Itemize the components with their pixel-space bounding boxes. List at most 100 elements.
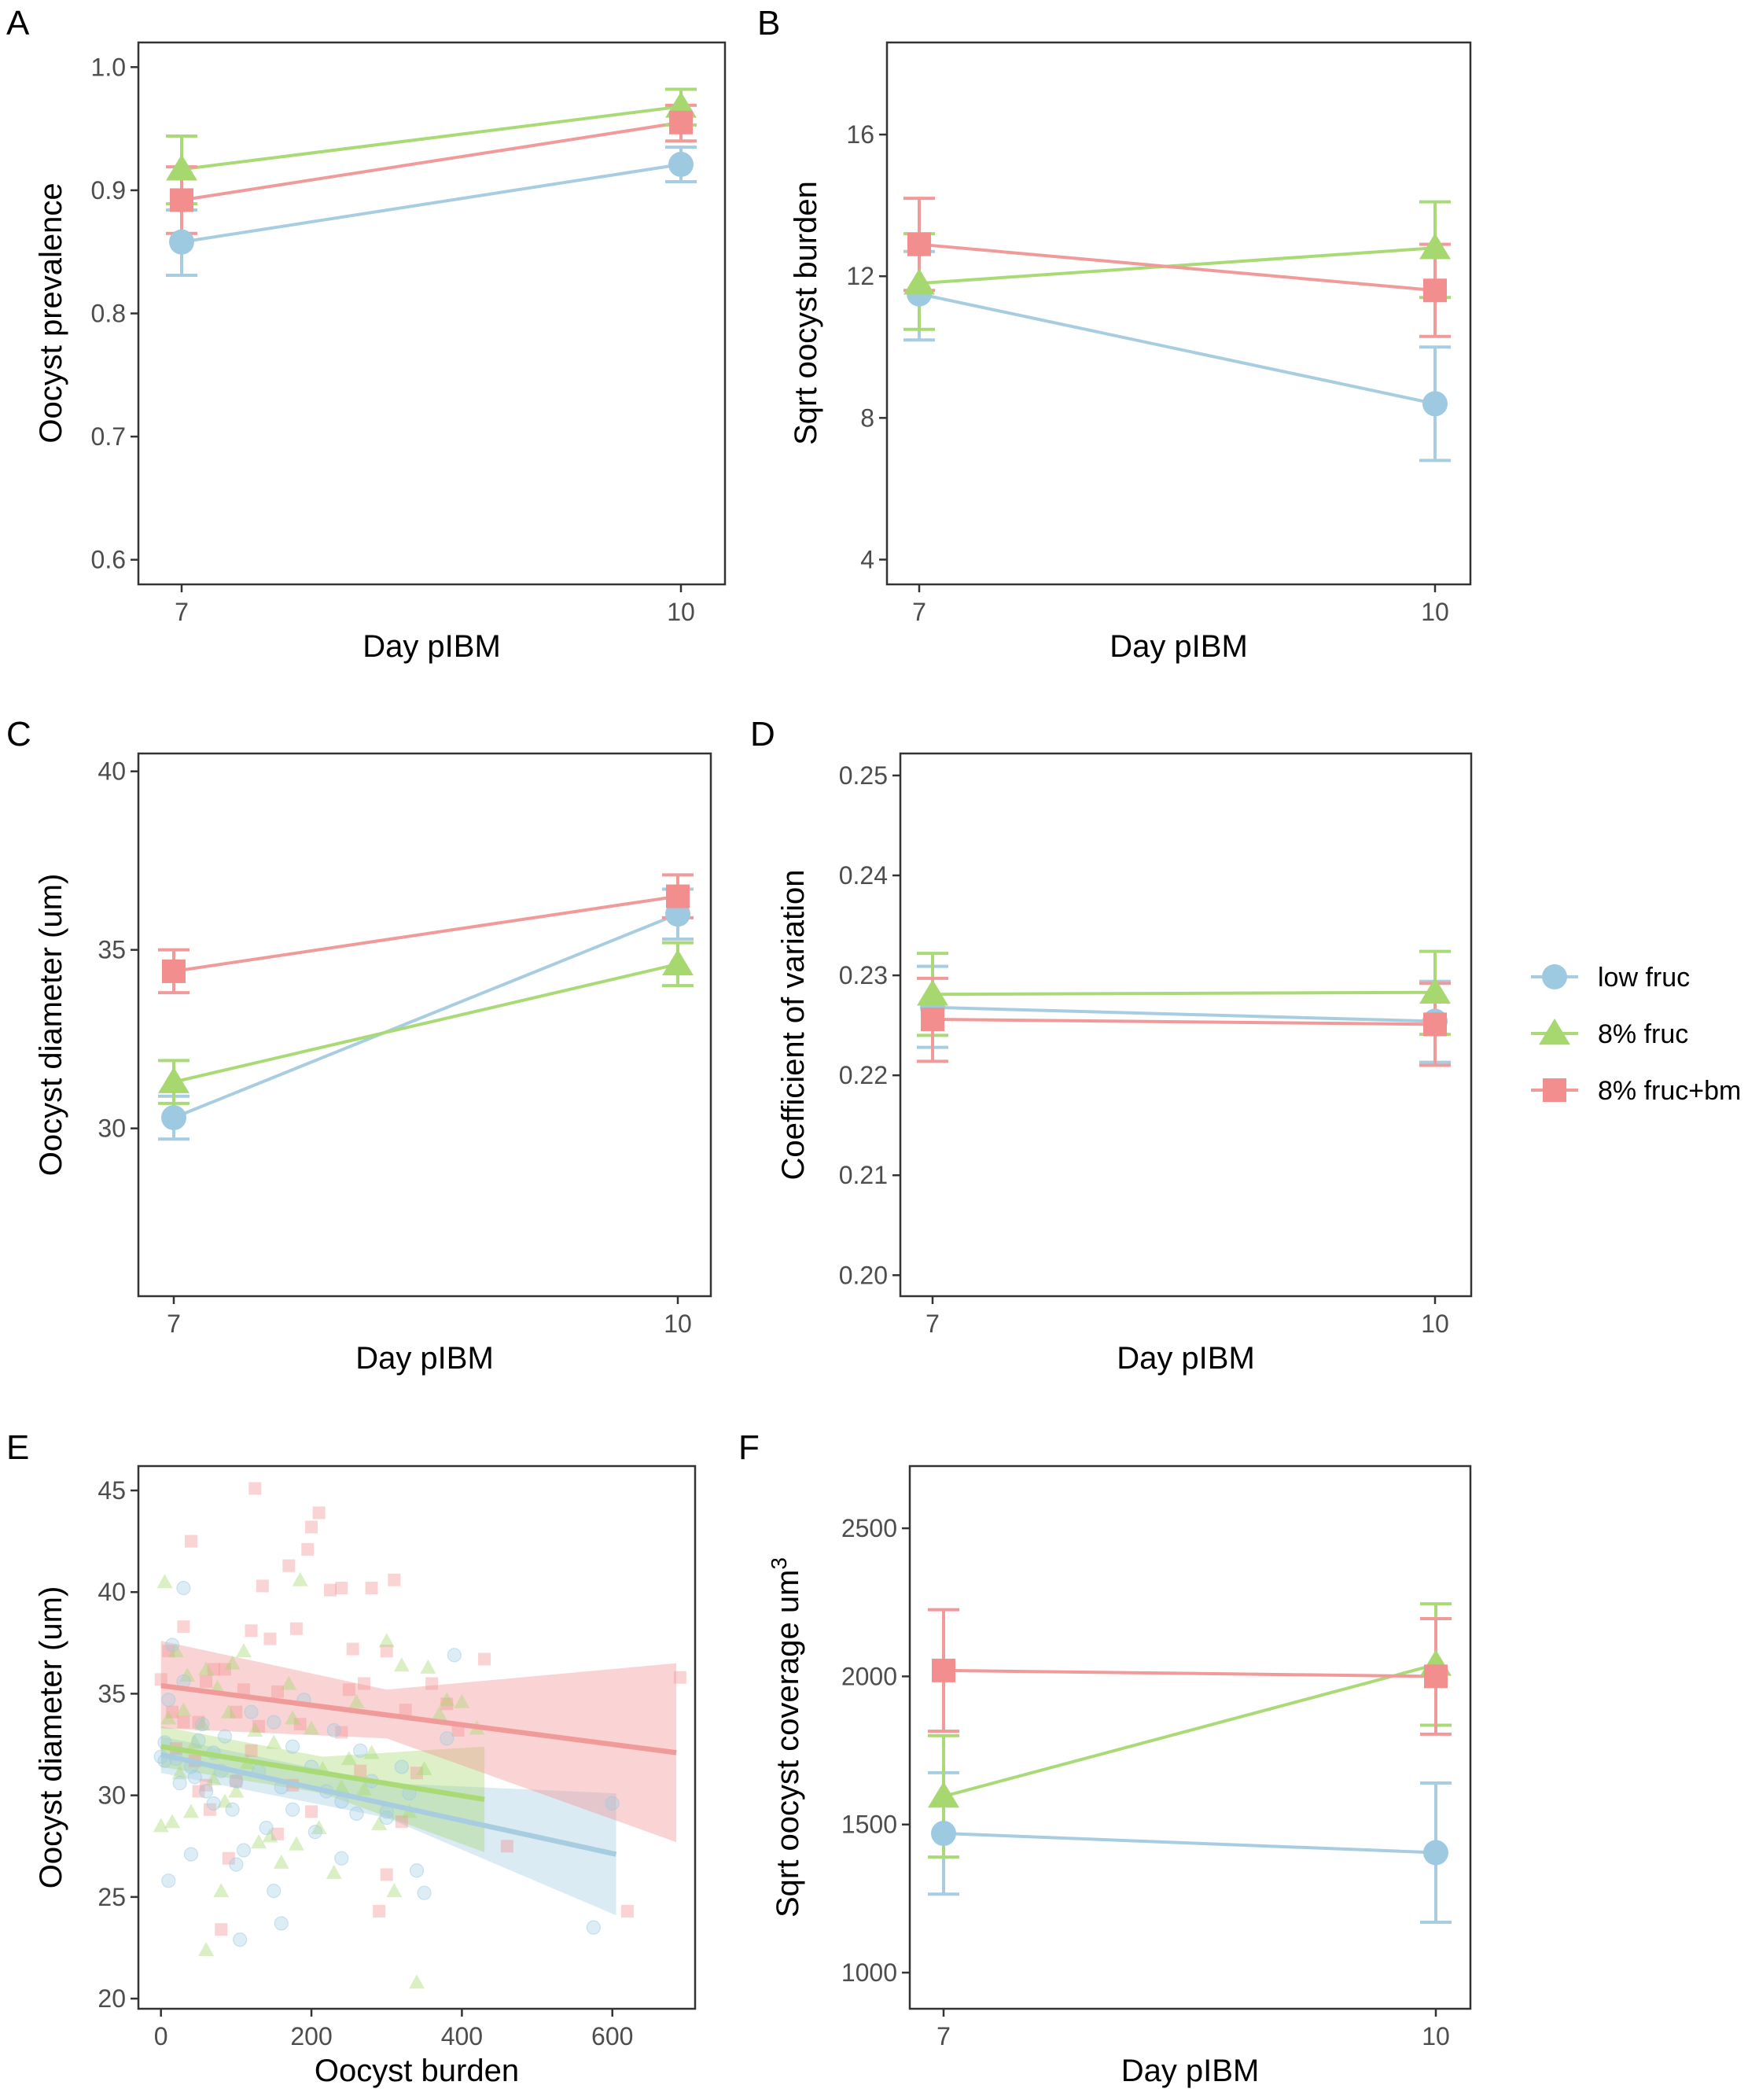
panel-letter-b: B bbox=[757, 4, 780, 42]
panel-a-ytick-label: 0.6 bbox=[91, 546, 126, 574]
panel-e-point-low-fruc bbox=[183, 1847, 199, 1862]
panel-e-point-low-fruc bbox=[447, 1648, 462, 1663]
panel-f: 1000 1500 2000 2500 7 10 Day pIBM Sqrt oocyst c… bbox=[767, 1464, 1472, 2088]
panel-e-point-low-fruc bbox=[605, 1796, 620, 1811]
panel-e-point-fruc8-bm bbox=[305, 1520, 318, 1534]
panel-e-point-fruc8-bm bbox=[335, 1582, 348, 1595]
panel-e-xtick-label: 400 bbox=[441, 2022, 483, 2050]
panel-e-point-fruc8-bm bbox=[395, 1815, 408, 1829]
panel-e-point-fruc8-bm bbox=[425, 1677, 439, 1690]
panel-e-point-low-fruc bbox=[195, 1717, 210, 1732]
panel-f-ylabel-superscript: 3 bbox=[767, 1557, 791, 1570]
panel-d-line-fruc8-bm bbox=[932, 1018, 1436, 1026]
panel-f-ytick-label: 2500 bbox=[841, 1514, 897, 1542]
panel-e-point-low-fruc bbox=[353, 1743, 368, 1758]
panel-e-point-fruc8 bbox=[288, 1836, 304, 1851]
panel-e-point-fruc8 bbox=[262, 1828, 278, 1843]
panel-e-point-low-fruc bbox=[379, 1810, 394, 1826]
panel-a-marker-fruc8 bbox=[166, 154, 197, 181]
panel-c-line-low-fruc bbox=[173, 912, 679, 1119]
panel-e-point-fruc8-bm bbox=[282, 1559, 296, 1572]
panel-e-point-low-fruc bbox=[236, 1843, 252, 1858]
panel-e-point-low-fruc bbox=[229, 1857, 244, 1872]
panel-d-line-low-fruc bbox=[932, 1005, 1436, 1023]
panel-e-point-fruc8 bbox=[156, 1574, 173, 1589]
panel-e-xtick-label: 200 bbox=[290, 2022, 332, 2050]
panel-d: 0.20 0.21 0.22 0.23 0.24 0.25 7 10 Day pIBM Coeff… bbox=[776, 752, 1473, 1376]
panel-b-marker-fruc8 bbox=[903, 268, 935, 295]
panel-e-point-fruc8 bbox=[304, 1720, 320, 1735]
panel-e-ytick-label: 20 bbox=[98, 1984, 126, 2013]
panel-e-point-fruc8 bbox=[371, 1815, 388, 1830]
panel-d-ytick-label: 0.21 bbox=[839, 1161, 888, 1189]
panel-e-point-fruc8 bbox=[348, 1693, 365, 1708]
panel-e-point-fruc8 bbox=[431, 1706, 447, 1721]
panel-a-frame bbox=[137, 41, 727, 586]
panel-e-point-low-fruc bbox=[440, 1731, 454, 1746]
panel-e-point-fruc8-bm bbox=[256, 1579, 269, 1593]
panel-d-xtick-label: 7 bbox=[925, 1310, 940, 1338]
panel-a-ytick-label: 1.0 bbox=[91, 53, 126, 81]
panel-e-point-fruc8-bm bbox=[200, 1778, 213, 1792]
panel-a-line-fruc8 bbox=[181, 105, 682, 171]
panel-d-ytick-label: 0.20 bbox=[839, 1261, 888, 1289]
panel-e-point-fruc8 bbox=[213, 1883, 230, 1898]
panel-e-point-fruc8-bm bbox=[200, 1674, 213, 1688]
panel-e-point-low-fruc bbox=[229, 1774, 244, 1789]
panel-e-point-fruc8-bm bbox=[305, 1805, 318, 1818]
panel-a-line-low-fruc bbox=[181, 163, 682, 244]
panel-f-ylabel: Sqrt oocyst coverage um3 bbox=[767, 1557, 806, 1918]
panel-e-point-fruc8 bbox=[273, 1854, 289, 1869]
panel-e-point-fruc8 bbox=[409, 1974, 425, 1989]
panel-e-point-fruc8-bm bbox=[399, 1704, 412, 1717]
panel-f-xtick-label: 10 bbox=[1422, 2022, 1450, 2050]
panel-e-point-fruc8-bm bbox=[219, 1663, 232, 1676]
panel-e-band-fruc8-bm bbox=[160, 1641, 677, 1843]
legend-marker-low-fruc bbox=[1542, 964, 1567, 989]
panel-d-xtick-label: 10 bbox=[1421, 1310, 1449, 1338]
panel-e-xtick-label: 600 bbox=[591, 2022, 633, 2050]
panel-b-xlabel: Day pIBM bbox=[1109, 629, 1248, 664]
panel-e-fit-fruc8 bbox=[160, 1744, 485, 1803]
panel-b-line-fruc8 bbox=[918, 246, 1436, 286]
panel-a-ytick-label: 0.9 bbox=[91, 176, 126, 204]
panel-c-line-fruc8 bbox=[173, 962, 679, 1084]
panel-c-ytick-label: 30 bbox=[98, 1114, 126, 1143]
panel-e-point-fruc8 bbox=[175, 1702, 192, 1717]
panel-f-marker-low-fruc bbox=[1423, 1840, 1448, 1866]
panel-e-point-fruc8 bbox=[340, 1751, 357, 1766]
panel-e-ytick-label: 25 bbox=[98, 1883, 126, 1911]
panel-d-xlabel: Day pIBM bbox=[1117, 1341, 1255, 1376]
panel-e-point-fruc8-bm bbox=[184, 1534, 197, 1548]
panel-e-point-low-fruc bbox=[225, 1802, 240, 1817]
panel-c-xtick-label: 7 bbox=[167, 1310, 181, 1338]
panel-e-point-fruc8 bbox=[198, 1942, 215, 1957]
panel-e-point-fruc8 bbox=[251, 1834, 267, 1849]
panel-e-point-low-fruc bbox=[217, 1729, 233, 1744]
panel-a-xtick-label: 10 bbox=[667, 598, 695, 626]
panel-e-point-low-fruc bbox=[233, 1932, 248, 1947]
panel-e-point-low-fruc bbox=[326, 1722, 341, 1738]
panel-e-point-fruc8 bbox=[420, 1659, 436, 1674]
panel-c-marker-fruc8 bbox=[158, 1067, 190, 1093]
panel-e-point-low-fruc bbox=[285, 1739, 300, 1754]
panel-e-point-fruc8-bm bbox=[380, 1868, 393, 1881]
panel-letter-e: E bbox=[6, 1428, 29, 1467]
panel-e-point-fruc8-bm bbox=[410, 1767, 423, 1780]
panel-e-point-low-fruc bbox=[191, 1733, 206, 1748]
panel-e-point-fruc8 bbox=[292, 1571, 308, 1586]
panel-e-point-fruc8 bbox=[356, 1781, 373, 1796]
panel-e-point-fruc8-bm bbox=[230, 1705, 243, 1719]
panel-e-point-fruc8 bbox=[281, 1675, 297, 1690]
panel-e-point-fruc8 bbox=[160, 1710, 177, 1725]
panel-d-marker-fruc8-bm bbox=[1423, 1012, 1447, 1037]
panel-e-point-fruc8-bm bbox=[154, 1673, 167, 1686]
panel-e-point-fruc8-bm bbox=[673, 1671, 686, 1684]
panel-e-point-fruc8-bm bbox=[293, 1718, 307, 1731]
panel-e-point-fruc8 bbox=[182, 1803, 199, 1818]
panel-e-point-fruc8 bbox=[194, 1716, 211, 1731]
legend-label-8pct-fruc-bm: 8% fruc+bm bbox=[1598, 1076, 1741, 1106]
panel-e-point-low-fruc bbox=[244, 1704, 259, 1719]
legend: low fruc 8% fruc 8% fruc+bm bbox=[1531, 963, 1741, 1106]
panel-b-ytick-label: 8 bbox=[860, 403, 874, 432]
